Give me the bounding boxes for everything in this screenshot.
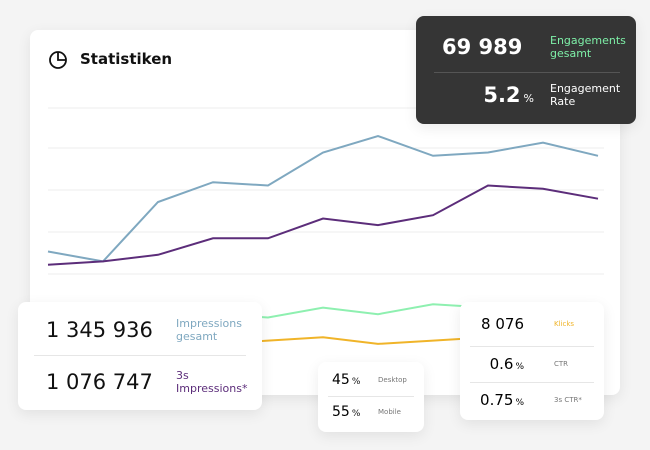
engagement-rate-label: Engagement Rate — [550, 82, 621, 108]
engagement-card: 69 989 Engagements gesamt 5.2% Engagemen… — [416, 16, 636, 124]
clicks-value: 8 076 — [481, 315, 524, 333]
impressions-3s: 1 076 747 — [46, 370, 153, 394]
impressions-card: 1 345 936 Impressions gesamt 1 076 747 3… — [18, 302, 262, 410]
device-unit: % — [351, 377, 361, 387]
engagement-total-label: Engagements gesamt — [550, 34, 626, 60]
ctr3s-label: 3s CTR* — [554, 396, 582, 404]
clicks-label: Klicks — [554, 320, 575, 328]
engagement-total: 69 989 — [442, 35, 523, 59]
clicks-card: 8 076 Klicks 0.6% CTR 0.75% 3s CTR* — [460, 302, 604, 420]
ctr3s-value: 0.75 — [480, 391, 514, 409]
line — [47, 134, 599, 263]
engagement-rate-unit: % — [523, 92, 534, 105]
devices-card: 45% Desktop 55% Mobile — [318, 362, 424, 432]
impressions-total: 1 345 936 — [46, 318, 153, 342]
engagement-rate: 5.2 — [483, 83, 521, 107]
impressions-total-label: Impressions gesamt — [176, 317, 242, 343]
ctr-label: CTR — [554, 360, 569, 368]
device-label: Desktop — [378, 376, 407, 384]
device-value: 55 — [332, 404, 350, 420]
device-unit: % — [351, 409, 361, 419]
ctr-value: 0.6 — [489, 355, 514, 373]
chart-title: Statistiken — [80, 50, 173, 68]
pie-icon — [49, 51, 67, 69]
device-label: Mobile — [378, 408, 401, 416]
line — [47, 184, 599, 266]
impressions-3s-label: 3s Impressions* — [176, 369, 248, 395]
ctr3s-unit: % — [515, 398, 524, 408]
ctr-unit: % — [515, 362, 524, 372]
device-value: 45 — [332, 372, 350, 388]
